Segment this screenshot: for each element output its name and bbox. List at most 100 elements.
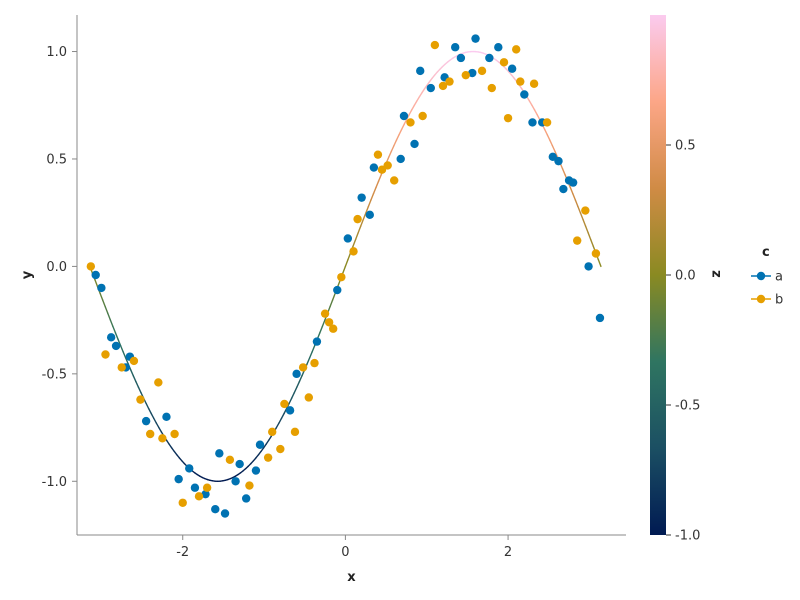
scatter-point-b (276, 444, 285, 454)
curve-segment (536, 113, 541, 121)
y-tick-label: 1.0 (46, 45, 67, 60)
scatter-point-a (201, 489, 210, 499)
scatter-points (86, 34, 605, 518)
scatter-point-b (373, 150, 383, 159)
curve-segment (122, 351, 127, 359)
x-tick-label: -2 (176, 545, 189, 560)
curve-segment (546, 134, 551, 141)
curve-segment (531, 104, 536, 111)
scatter-point-b (324, 318, 334, 327)
scatter-point-a (471, 34, 480, 43)
curve-segment (114, 332, 119, 340)
scatter-point-b (377, 165, 387, 174)
curve-segment (101, 299, 106, 308)
curve-segment (104, 305, 109, 314)
scatter-point-b (280, 399, 289, 409)
curve-segment (390, 144, 395, 152)
curve-segment (288, 397, 293, 405)
y-ticks: -1.0 -0.5 0.0 0.5 1.0 (42, 45, 77, 490)
scatter-point-b (591, 249, 601, 258)
scatter-point-a (595, 313, 605, 323)
curve-segment (354, 232, 359, 241)
scatter-point-b (298, 363, 308, 372)
curve-segment (291, 392, 295, 399)
curve-segment (352, 238, 357, 247)
scatter-point-a (91, 270, 100, 280)
scatter-point-b (263, 453, 273, 462)
curve-segment (165, 439, 170, 445)
curve-segment (403, 118, 408, 126)
curve-segment (329, 299, 334, 308)
scatter-point-a (357, 193, 366, 202)
scatter-point-a (255, 440, 265, 449)
scatter-point-b (581, 206, 590, 215)
scatter-point-b (461, 70, 470, 80)
scatter-point-a (141, 416, 151, 426)
colorbar: -1.0 -0.5 0.0 0.5 z (650, 15, 724, 544)
curve-segment (112, 325, 117, 334)
curve-segment (582, 218, 587, 227)
scatter-point-a (215, 449, 224, 458)
scatter-point-b (170, 429, 179, 439)
curve-segment (268, 435, 273, 441)
curve-segment (426, 80, 431, 86)
curve-segment (574, 199, 579, 208)
curve-segment (533, 109, 538, 116)
scatter-point-b (503, 113, 513, 123)
scatter-point-b (390, 176, 399, 185)
scatter-point-b (573, 236, 582, 245)
scatter-point-a (396, 154, 405, 164)
scatter-point-b (353, 214, 362, 224)
scatter-point-a (507, 64, 517, 73)
scatter-point-b (383, 161, 392, 170)
curve-segment (145, 402, 150, 410)
colorbar-gradient (650, 15, 666, 535)
curve-segment (561, 168, 566, 176)
curve-segment (275, 422, 280, 429)
colorbar-ticks: -1.0 -0.5 0.0 0.5 (666, 139, 700, 544)
y-tick-label: -0.5 (42, 367, 67, 382)
curve-segment (132, 375, 137, 383)
scatter-point-b (304, 393, 313, 402)
scatter-point-b (406, 118, 415, 127)
scatter-point-b (445, 77, 454, 86)
scatter-point-b (194, 492, 204, 501)
curve-segment (589, 238, 594, 247)
scatter-point-b (268, 427, 277, 437)
scatter-point-a (416, 66, 425, 76)
curve-segment (153, 417, 158, 424)
scatter-point-a (559, 184, 568, 194)
curve-segment (388, 150, 393, 158)
curve-segment (418, 91, 423, 98)
scatter-point-a (399, 111, 409, 121)
curve-segment (429, 77, 433, 83)
curve-segment (421, 87, 426, 94)
scatter-point-a (456, 53, 466, 63)
legend-marker-a (756, 271, 766, 281)
curve-segment (544, 128, 548, 136)
curve-segment (137, 386, 142, 394)
legend-label-a: a (775, 270, 783, 285)
scatter-point-b (529, 79, 539, 88)
scatter-point-b (178, 498, 187, 507)
scatter-point-a (333, 285, 342, 295)
scatter-point-a (584, 262, 593, 271)
scatter-point-b (430, 40, 440, 50)
colorbar-tick-label: -0.5 (675, 399, 700, 414)
scatter-point-b (499, 58, 509, 67)
scatter-point-b (136, 395, 145, 404)
curve-segment (107, 312, 112, 321)
curve-segment (155, 422, 160, 429)
scatter-point-a (111, 341, 121, 351)
curve-segment (400, 123, 405, 131)
x-tick-label: 0 (341, 545, 349, 560)
scatter-point-b (117, 363, 126, 372)
curve-segment (99, 292, 104, 301)
scatter-point-a (231, 477, 240, 486)
scatter-point-b (418, 111, 427, 121)
curve-segment (408, 109, 413, 116)
curve-segment (158, 426, 163, 433)
scatter-point-a (312, 337, 322, 346)
x-axis-title: x (347, 570, 356, 585)
